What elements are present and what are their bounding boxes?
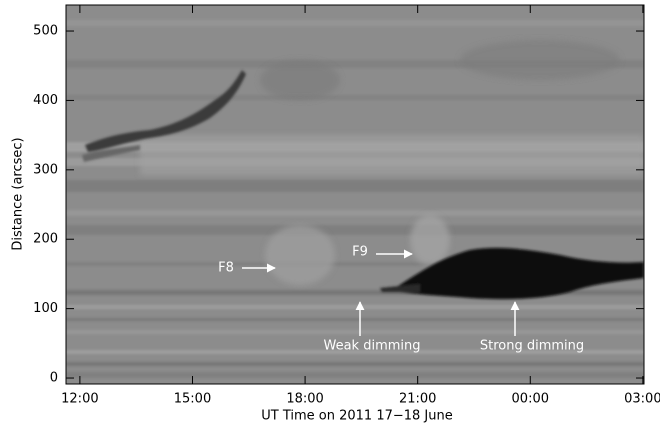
annotation: F8 [218, 261, 234, 276]
x-axis-label: UT Time on 2011 17−18 June [261, 409, 453, 424]
annotation: F9 [352, 245, 368, 260]
y-axis-label: Distance (arcsec) [11, 137, 26, 250]
image [66, 5, 644, 384]
x-tick-label: 21:00 [399, 392, 436, 407]
y-tick-label: 300 [33, 162, 58, 177]
x-tick-label: 12:00 [61, 392, 98, 407]
y-tick-label: 400 [33, 93, 58, 108]
x-tick-label: 00:00 [512, 392, 549, 407]
x-tick-label: 18:00 [286, 392, 323, 407]
plot-frame [65, 4, 645, 385]
y-tick-label: 100 [33, 301, 58, 316]
y-tick-label: 200 [33, 232, 58, 247]
annotation: Weak dimming [323, 339, 420, 354]
x-tick-label: 03:00 [624, 392, 660, 407]
y-tick-label: 0 [50, 371, 58, 386]
x-tick-label: 15:00 [174, 392, 211, 407]
annotation: Strong dimming [480, 339, 584, 354]
y-tick-label: 500 [33, 24, 58, 39]
